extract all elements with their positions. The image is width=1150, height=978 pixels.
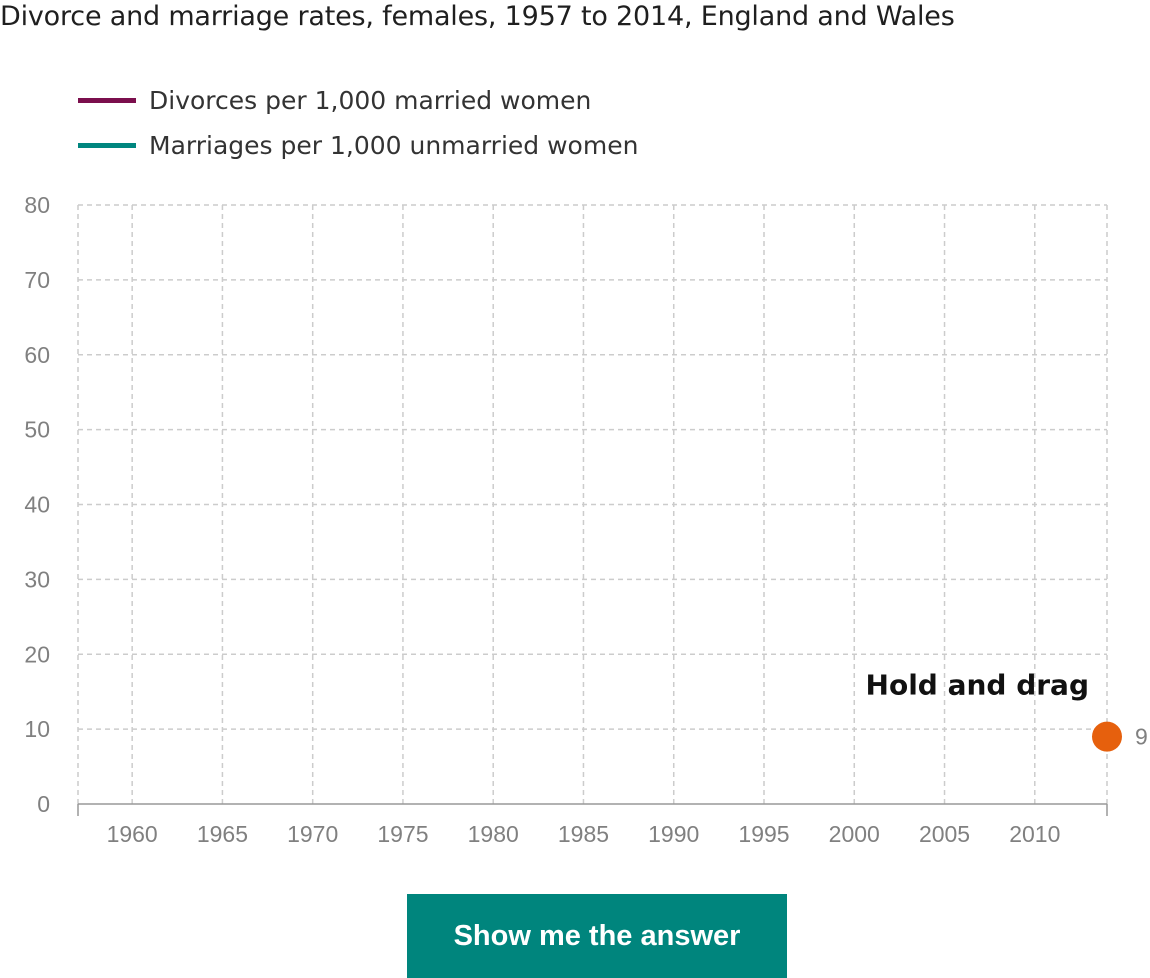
legend-item-divorces: Divorces per 1,000 married women: [78, 78, 638, 123]
y-tick-label: 20: [24, 641, 50, 667]
x-tick-label: 2010: [1009, 821, 1060, 847]
legend: Divorces per 1,000 married women Marriag…: [78, 78, 638, 168]
legend-label-marriages: Marriages per 1,000 unmarried women: [149, 131, 639, 160]
x-tick-label: 1975: [377, 821, 428, 847]
legend-swatch-marriages: [78, 143, 136, 148]
line-chart[interactable]: 0 10 20 30 40 50 60 70 80 1960 1965 1970 1975 1980 198…: [0, 0, 1150, 880]
grid: [77, 204, 1108, 804]
y-tick-label: 10: [24, 716, 50, 742]
drag-handle[interactable]: [1092, 721, 1122, 752]
drag-handle-value: 9: [1135, 724, 1148, 750]
x-tick-label: 1990: [648, 821, 699, 847]
x-tick-label: 1965: [197, 821, 248, 847]
legend-item-marriages: Marriages per 1,000 unmarried women: [78, 123, 638, 168]
axes: 0 10 20 30 40 50 60 70 80 1960 1965 1970 1975 1980 198…: [24, 192, 1108, 847]
x-tick-label: 1995: [738, 821, 789, 847]
x-tick-label: 1970: [287, 821, 338, 847]
x-tick-label: 1985: [558, 821, 609, 847]
drag-hint-label: Hold and drag: [866, 669, 1089, 702]
chart-title: Divorce and marriage rates, females, 195…: [0, 1, 955, 32]
x-tick-label: 1980: [468, 821, 519, 847]
y-tick-label: 40: [24, 492, 50, 518]
x-tick-label: 2000: [829, 821, 880, 847]
legend-label-divorces: Divorces per 1,000 married women: [149, 86, 592, 115]
y-tick-label: 50: [24, 417, 50, 443]
y-tick-label: 80: [24, 192, 50, 218]
legend-swatch-divorces: [78, 98, 136, 103]
x-tick-label: 1960: [107, 821, 158, 847]
y-tick-label: 30: [24, 566, 50, 592]
y-tick-label: 70: [24, 267, 50, 293]
y-tick-label: 60: [24, 342, 50, 368]
y-tick-label: 0: [37, 791, 50, 817]
show-answer-button[interactable]: Show me the answer: [407, 894, 787, 978]
x-tick-label: 2005: [919, 821, 970, 847]
